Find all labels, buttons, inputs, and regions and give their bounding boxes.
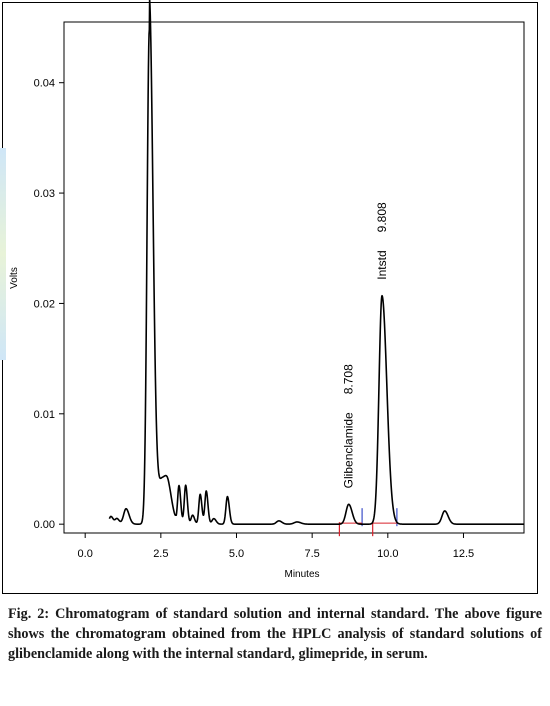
x-tick-label: 7.5 <box>305 548 320 560</box>
caption-body: The above figure shows the chromatogram … <box>8 606 543 662</box>
plot-area: 0.00 0.01 0.02 0.03 0.04 0.0 2.5 5.0 7.5 10.0 12.… <box>34 0 525 560</box>
chromatogram-chart: 0.00 0.01 0.02 0.03 0.04 0.0 2.5 5.0 7.5 10.0 12.… <box>9 0 525 580</box>
x-axis-ticks: 0.0 2.5 5.0 7.5 10.0 12.5 <box>78 533 474 560</box>
x-tick-label: 10.0 <box>377 548 398 560</box>
y-tick-label: 0.02 <box>34 298 55 310</box>
peak-labels: Glibenclamide 8.708 Intstd 9.808 <box>342 202 389 488</box>
chromatogram-trace <box>108 0 525 525</box>
sidebar-decoration <box>0 148 6 360</box>
x-tick-label: 5.0 <box>229 548 244 560</box>
y-tick-label: 0.03 <box>34 188 55 200</box>
y-tick-label: 0.00 <box>34 519 55 531</box>
x-tick-label: 12.5 <box>453 548 474 560</box>
caption-lead: Fig. 2: Chromatogram of standard solutio… <box>8 606 429 622</box>
peak-rt-label: 8.708 <box>342 364 356 394</box>
x-tick-label: 2.5 <box>153 548 168 560</box>
y-axis-ticks: 0.00 0.01 0.02 0.03 0.04 <box>34 78 64 531</box>
y-tick-label: 0.04 <box>34 78 55 90</box>
x-tick-label: 0.0 <box>78 548 93 560</box>
y-axis-title: Volts <box>9 267 20 289</box>
integration-markers <box>338 508 398 537</box>
peak-rt-label: 9.808 <box>375 202 389 232</box>
y-tick-label: 0.01 <box>34 409 55 421</box>
plot-border <box>63 21 525 534</box>
figure-caption: Fig. 2: Chromatogram of standard solutio… <box>8 604 542 664</box>
x-axis-title: Minutes <box>284 569 319 580</box>
peak-name-label: Intstd <box>375 250 389 279</box>
peak-name-label: Glibenclamide <box>342 412 356 488</box>
